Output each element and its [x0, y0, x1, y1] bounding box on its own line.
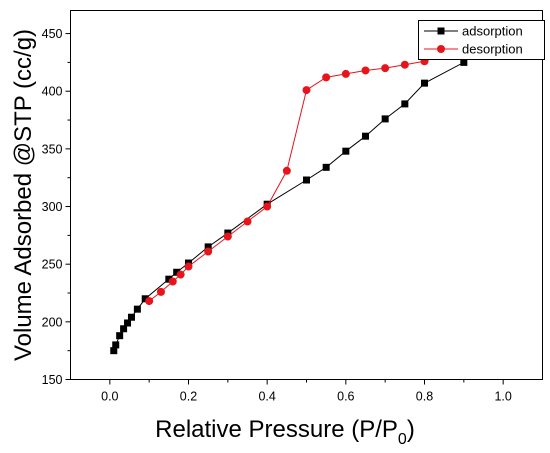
- legend: adsorption desorption: [418, 20, 545, 60]
- adsorption-point: [204, 243, 212, 251]
- adsorption-point: [401, 100, 409, 108]
- adsorption-point: [322, 163, 330, 171]
- desorption-point: [204, 247, 213, 256]
- y-tick-label: 450: [42, 27, 63, 41]
- legend-entry-adsorption: adsorption: [424, 24, 523, 39]
- x-axis-title-subscript: 0: [398, 431, 407, 448]
- y-tick-label: 200: [42, 315, 63, 329]
- desorption-point: [145, 297, 154, 306]
- adsorption-point: [173, 268, 181, 276]
- desorption-point: [322, 73, 331, 82]
- x-axis-title-main: Relative Pressure (P/P: [155, 416, 398, 443]
- legend-label-adsorption: adsorption: [462, 24, 523, 39]
- desorption-point: [282, 166, 291, 175]
- x-tick-label: 1.0: [494, 390, 511, 404]
- adsorption-point: [460, 58, 468, 66]
- axes-layer: 0.0 0.2 0.4 0.6 0.8 1.0 150 200 250 300 350 400 450: [42, 27, 512, 403]
- adsorption-point: [112, 341, 120, 349]
- desorption-point: [381, 64, 390, 73]
- adsorption-point: [141, 295, 149, 303]
- x-tick-label: 0.4: [258, 390, 275, 404]
- x-tick-label: 0.8: [416, 390, 433, 404]
- y-tick-label: 250: [42, 258, 63, 272]
- adsorption-point: [381, 115, 389, 123]
- adsorption-point: [421, 79, 428, 87]
- desorption-point: [184, 262, 193, 271]
- x-axis-title: Relative Pressure (P/P0): [155, 416, 415, 448]
- y-tick-label: 350: [42, 142, 63, 156]
- adsorption-point: [165, 275, 173, 283]
- adsorption-point: [362, 132, 369, 140]
- desorption-point: [243, 217, 252, 226]
- desorption-point: [361, 66, 370, 75]
- x-tick-label: 0.6: [337, 390, 354, 404]
- y-tick-label: 150: [42, 373, 63, 387]
- adsorption-point: [303, 176, 310, 184]
- adsorption-point: [120, 325, 128, 333]
- adsorption-point: [116, 332, 124, 340]
- adsorption-point: [133, 305, 141, 313]
- legend-marker-adsorption: [437, 27, 445, 35]
- adsorption-point: [342, 147, 350, 155]
- x-tick-label: 0.0: [101, 390, 118, 404]
- x-tick-label: 0.2: [180, 390, 197, 404]
- legend-box: [418, 20, 545, 60]
- y-tick-label: 400: [42, 85, 63, 99]
- desorption-point: [156, 287, 165, 296]
- desorption-point: [341, 69, 350, 78]
- desorption-point: [400, 60, 409, 69]
- adsorption-point: [124, 319, 132, 327]
- legend-marker-desorption: [437, 45, 445, 53]
- desorption-point: [302, 86, 311, 95]
- adsorption-point: [127, 313, 135, 321]
- legend-label-desorption: desorption: [462, 42, 523, 57]
- desorption-point: [223, 232, 232, 241]
- desorption-point: [263, 202, 272, 211]
- desorption-point: [168, 277, 177, 286]
- x-axis-title-suffix: ): [407, 416, 415, 443]
- adsorption-point: [110, 347, 118, 355]
- y-tick-label: 300: [42, 200, 63, 214]
- desorption-point: [176, 270, 185, 279]
- y-axis-title: Volume Adsorbed @STP (cc/g): [10, 29, 37, 361]
- legend-entry-desorption: desorption: [424, 42, 523, 57]
